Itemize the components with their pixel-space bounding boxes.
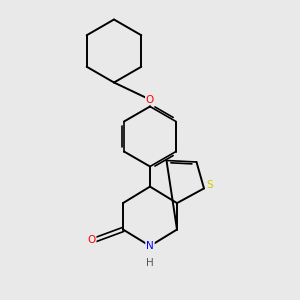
Text: O: O [87, 235, 96, 245]
Text: S: S [207, 180, 213, 190]
Text: N: N [146, 241, 154, 251]
Text: O: O [146, 94, 154, 105]
Text: H: H [146, 258, 154, 268]
